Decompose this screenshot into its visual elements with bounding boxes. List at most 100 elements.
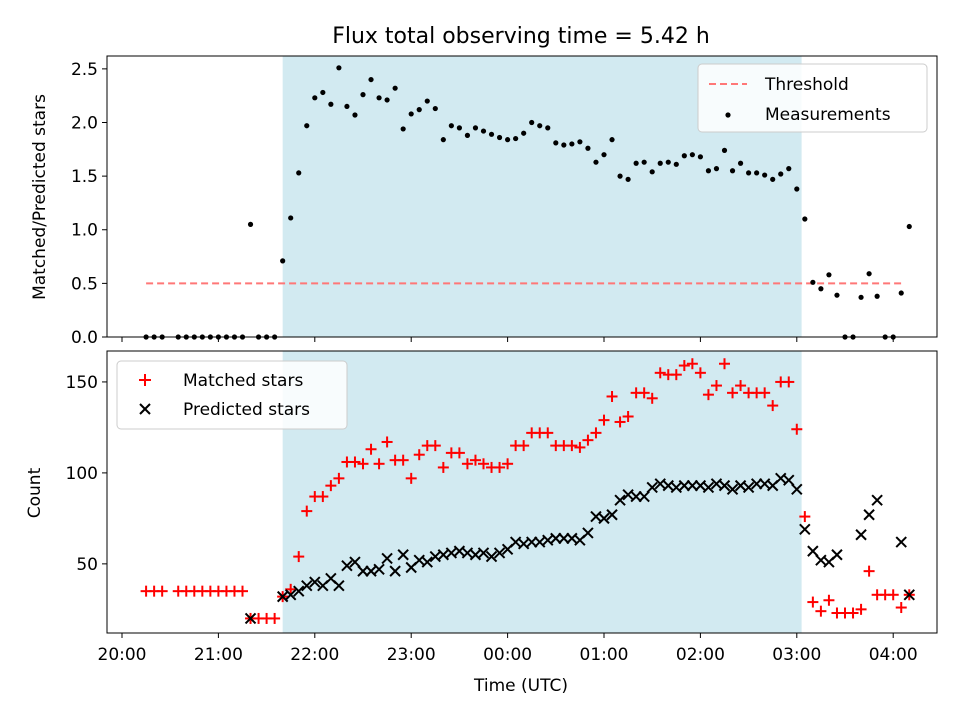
x-tick-label: 22:00 [290,645,339,665]
measurement-point [858,294,864,300]
measurement-point [288,215,294,221]
matched-star-point [895,602,907,614]
bottom-legend-box [116,360,348,430]
matched-star-point [654,367,666,379]
measurement-point [408,111,414,117]
top-y-tick-label: 0.5 [71,274,98,294]
matched-star-point [855,603,867,615]
measurement-point [673,161,679,167]
predicted-star-point [341,559,353,572]
matched-star-point [847,607,859,619]
measurement-point [416,107,422,113]
measurement-point [505,137,511,143]
predicted-star-point [373,563,385,576]
predicted-star-point [582,527,594,539]
matched-star-point [686,358,698,370]
matched-star-point [453,447,465,459]
predicted-star-points [244,472,915,625]
measurement-point [553,140,559,146]
predicted-star-point [831,549,843,561]
measurement-point [521,130,527,136]
measurement-point [296,170,302,176]
matched-star-point [767,400,779,412]
measurement-point [561,142,567,148]
top-legend-box [697,63,928,133]
measurement-point [593,159,599,165]
measurement-point [456,125,462,131]
matched-star-point [582,434,594,446]
matched-star-point [815,605,827,617]
top-panel: 0.0 0.5 1.0 1.5 2.0 2.5 Matched/Predicted sta… [30,55,938,348]
threshold-legend-label: Threshold [764,75,849,95]
matched-star-point [365,443,377,455]
top-y-axis: 0.0 0.5 1.0 1.5 2.0 2.5 [71,60,107,348]
measurement-point [496,134,503,141]
bottom-x-axis: 20:00 21:00 22:00 23:00 00:00 01:00 02:00 03:00… [98,633,918,665]
predicted-star-point [702,481,715,494]
measurement-point [440,137,446,143]
predicted-star-point [397,549,409,561]
measurement-point [657,160,663,166]
measurement-point [488,131,495,137]
matched-star-point [863,565,875,577]
measurement-points [143,65,912,340]
measurement-point [689,152,695,158]
measurement-point [529,119,535,126]
measurement-point [304,123,310,129]
bottom-plot-frame [106,350,938,634]
predicted-star-point [485,550,498,563]
matched-star-point [469,454,481,466]
x-tick-label: 03:00 [772,645,821,665]
measurement-point [713,166,720,172]
measurement-point [432,105,438,112]
predicted-star-point [606,509,618,521]
matched-star-point [333,472,345,484]
measurement-point [384,97,390,103]
measurement-point [336,65,342,71]
predicted-star-point [799,523,811,536]
matched-star-point [735,380,747,392]
measurement-point [601,152,607,158]
measurement-point [320,89,326,96]
matched-star-point [727,387,739,399]
matched-star-point [622,410,634,422]
predicted-star-point [389,565,401,577]
bottom-y-tick-label: 150 [66,373,98,393]
predicted-star-point [863,509,875,521]
matched-star-point [373,458,385,470]
predicted-star-point [638,490,650,503]
matched-star-point [237,585,248,597]
measurement-point [472,125,479,131]
measurement-point [344,103,350,110]
bottom-observing-interval [282,351,802,633]
matched-star-point [437,461,449,473]
measurement-point [729,168,736,174]
measurement-point [697,154,704,160]
measurement-point [649,169,655,175]
matched-star-point [598,414,610,426]
measurement-point [312,95,318,101]
measurement-point [464,132,471,138]
predicted-star-point [381,552,393,565]
measurement-point [480,128,487,134]
x-tick-label: 02:00 [676,645,725,665]
x-tick-label: 23:00 [387,645,436,665]
matched-star-point [606,390,618,402]
top-y-tick-label: 2.5 [71,60,98,80]
matched-star-point [429,440,441,452]
predicted-star-point [614,494,626,506]
matched-legend-label: Matched stars [183,371,303,391]
top-y-tick-label: 0.0 [71,328,98,348]
measurement-point [705,168,712,174]
matched-star-point [381,436,393,448]
predicted-star-point [244,612,257,625]
chart-title: Flux total observing time = 5.42 h [332,24,710,49]
matched-star-point [461,458,473,470]
matched-star-point [357,458,369,470]
predicted-star-point [791,483,803,495]
matched-star-point [574,441,586,453]
predicted-star-point [477,547,490,559]
measurement-point [810,279,816,285]
x-tick-label: 01:00 [580,645,629,665]
top-x-ticks [121,337,894,342]
